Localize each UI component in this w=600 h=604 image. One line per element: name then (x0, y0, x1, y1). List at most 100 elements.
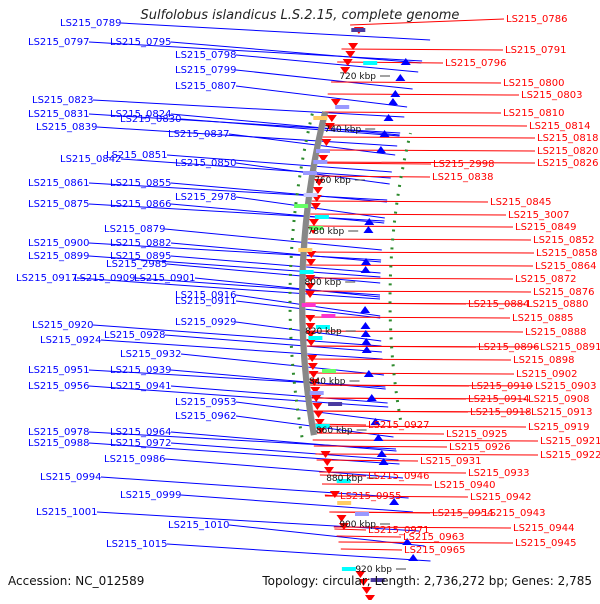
forward-gene-arrow (379, 130, 390, 137)
feature-block (335, 105, 350, 109)
right-connector (303, 225, 514, 228)
left-gene-label: LS215_0929 (175, 317, 236, 328)
right-connector (341, 48, 504, 51)
right-gene-label: LS215_0942 (470, 492, 531, 503)
left-connector (170, 369, 386, 390)
right-gene-label: LS215_0908 (528, 394, 589, 405)
reverse-gene-arrow (309, 379, 320, 386)
forward-gene-arrow (360, 322, 371, 329)
left-gene-label: LS215_0916 (175, 290, 236, 301)
forward-gene-arrow (400, 58, 411, 65)
right-connector (306, 200, 489, 203)
left-gene-label: LS215_2978 (175, 192, 236, 203)
right-connector (324, 495, 469, 498)
right-gene-label: LS215_0818 (537, 133, 598, 144)
right-connector (301, 251, 535, 254)
right-connector (312, 162, 432, 165)
feature-block (363, 61, 378, 65)
feature-block (315, 325, 330, 329)
left-connector (96, 511, 420, 532)
gene-labels: LS215_0789 LS215_0797 LS215_0795 LS215_0798… (16, 14, 600, 556)
reverse-gene-arrow (305, 323, 316, 330)
feature-block (309, 226, 324, 230)
right-connector (300, 277, 514, 280)
right-connector (300, 290, 532, 293)
reverse-gene-arrow (336, 515, 347, 522)
right-gene-label: LS215_0864 (535, 261, 596, 272)
left-connector (180, 353, 385, 376)
reverse-gene-arrow (314, 419, 325, 426)
accession-text: Accession: NC_012589 (8, 574, 145, 588)
feature-block (298, 248, 313, 252)
feature-block (308, 336, 323, 340)
feature-block (303, 171, 317, 175)
scale-label: 780 kbp (308, 227, 345, 237)
reverse-gene-arrow (358, 579, 369, 586)
right-connector (307, 410, 530, 413)
right-connector (322, 111, 502, 114)
scale-markers: 720 kbp 740 kbp 760 kbp 780 kbp 800 kbp 820 k… (305, 72, 406, 575)
left-gene-label: LS215_0900 (28, 238, 89, 249)
right-gene-label: LS215_0903 (535, 381, 596, 392)
topology-text: Topology: circular; Length: 2,736,272 bp… (262, 574, 592, 588)
right-connector (319, 471, 467, 474)
right-gene-label: LS215_0880 (527, 299, 588, 310)
left-connector (120, 22, 431, 41)
forward-gene-arrow (383, 114, 394, 121)
feature-block (313, 160, 328, 164)
right-gene-label: LS215_0796 (445, 58, 506, 69)
right-connector (319, 124, 528, 127)
feature-block (294, 204, 309, 208)
right-connector (304, 213, 507, 216)
left-gene-label: LS215_0875 (28, 199, 89, 210)
right-connector (336, 535, 402, 538)
left-gene-label: LS215_0999 (120, 490, 181, 501)
left-gene-label: LS215_1010 (168, 520, 229, 531)
left-connector (164, 458, 404, 479)
right-gene-label: LS215_0898 (513, 355, 574, 366)
reverse-gene-arrow (348, 43, 359, 50)
reverse-gene-arrow (316, 427, 327, 434)
scale-label: 740 kbp (325, 125, 362, 135)
right-connector (302, 358, 512, 361)
left-connector (164, 228, 382, 251)
left-connector (228, 133, 396, 156)
reverse-gene-arrow (307, 355, 318, 362)
right-connector (317, 136, 536, 139)
left-connector (170, 385, 388, 404)
right-connector (300, 264, 534, 267)
feature-block (313, 116, 328, 120)
right-connector (329, 511, 483, 514)
left-gene-label: LS215_0909 (74, 273, 135, 284)
right-gene-label: LS215_0918 (470, 407, 531, 418)
left-connector (170, 41, 422, 64)
right-gene-label: LS215_0876 (533, 287, 594, 298)
right-gene-label: LS215_0872 (515, 274, 576, 285)
left-connector (170, 431, 397, 452)
left-gene-label: LS215_0831 (28, 109, 89, 120)
left-connector (76, 277, 381, 300)
right-gene-label: LS215_3007 (508, 210, 569, 221)
feature-block (316, 149, 330, 153)
right-connector (340, 548, 403, 551)
feature-block (315, 424, 330, 428)
right-gene-label: LS215_0820 (537, 146, 598, 157)
scale-label: 760 kbp (314, 176, 351, 186)
left-gene-label: LS215_1001 (36, 507, 97, 518)
reverse-gene-arrow (305, 315, 316, 322)
right-connector (302, 238, 532, 241)
reverse-gene-arrow (329, 491, 340, 498)
right-connector (312, 439, 539, 442)
reverse-gene-arrow (311, 395, 322, 402)
left-gene-label: LS215_0823 (32, 95, 93, 106)
reverse-gene-arrow (310, 203, 321, 210)
reverse-gene-arrow (305, 331, 316, 338)
feature-block (341, 567, 356, 571)
reverse-gene-arrow (308, 371, 319, 378)
left-connector (170, 255, 381, 274)
left-connector (100, 339, 383, 360)
left-gene-label: LS215_0861 (28, 178, 89, 189)
forward-gene-arrow (402, 538, 413, 545)
right-gene-label: LS215_0955 (340, 491, 401, 502)
forward-gene-arrow (363, 226, 374, 233)
